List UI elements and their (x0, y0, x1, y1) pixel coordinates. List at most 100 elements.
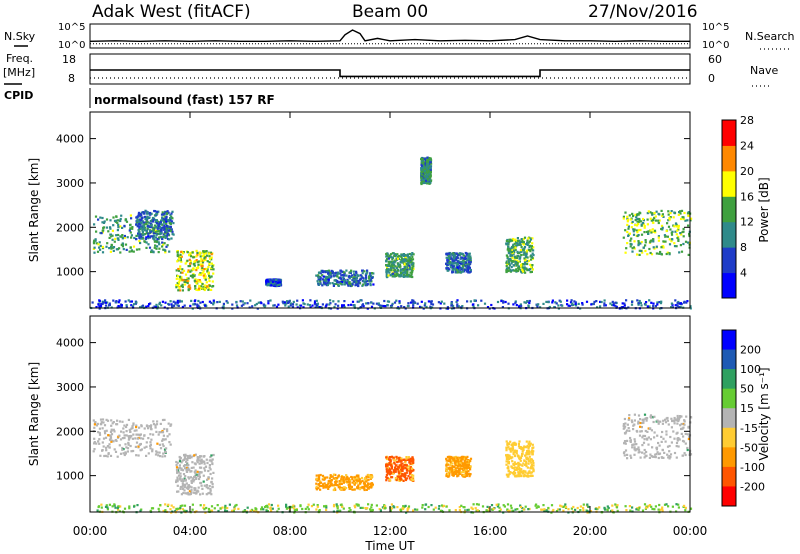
power-cell (97, 243, 100, 246)
power-cell (129, 214, 132, 217)
power-cell (322, 282, 325, 286)
power-cell (134, 302, 137, 305)
velocity-cell (110, 433, 114, 436)
power-cell (422, 307, 425, 310)
velocity-cell (347, 483, 350, 486)
velocity-cell (457, 470, 460, 473)
power-cell (682, 218, 685, 221)
power-cell (452, 262, 455, 265)
velocity-cell (401, 467, 404, 470)
power-cell (166, 237, 170, 241)
velocity-cell (395, 464, 398, 467)
power-cell (135, 237, 138, 241)
power-cell (392, 267, 395, 270)
velocity-cell (130, 450, 133, 453)
power-cell (110, 244, 113, 247)
velocity-cell (458, 471, 461, 474)
power-cell (332, 284, 335, 287)
power-cell (279, 281, 282, 284)
power-cell (146, 228, 149, 231)
power-cell (199, 255, 202, 258)
power-cell (137, 232, 140, 235)
velocity-cell (449, 470, 452, 473)
power-cell (369, 284, 372, 287)
velocity-cell (445, 469, 448, 472)
velocity-cell (221, 506, 224, 509)
velocity-cell (527, 474, 530, 478)
power-cell (116, 237, 119, 240)
velocity-cell (108, 446, 111, 449)
power-cell (365, 302, 368, 305)
power-cell (150, 212, 153, 215)
velocity-cell (667, 423, 670, 426)
power-cell (520, 246, 523, 249)
velocity-cell (117, 508, 120, 511)
power-cell (528, 244, 532, 247)
velocity-cell (518, 457, 521, 461)
power-cell (204, 278, 207, 281)
power-cell (354, 284, 357, 287)
power-cell (246, 302, 249, 305)
velocity-cell (506, 456, 510, 459)
velocity-cell (519, 474, 522, 477)
power-cell (407, 262, 410, 265)
velocity-cell (121, 420, 124, 423)
velocity-cell (408, 477, 412, 480)
power-cell (518, 305, 521, 308)
power-cell (677, 224, 680, 227)
power-cell (570, 299, 573, 302)
velocity-cell (505, 447, 508, 450)
power-cell (466, 269, 469, 272)
power-cell (128, 229, 131, 232)
power-cell (523, 246, 527, 249)
power-cell (201, 255, 204, 258)
power-cell (639, 242, 642, 245)
power-cell (142, 211, 145, 214)
velocity-cell (321, 483, 325, 486)
velocity-cell (651, 455, 654, 458)
velocity-cell (396, 475, 399, 478)
power-cell (276, 283, 279, 286)
velocity-cell (99, 454, 102, 457)
velocity-cell (507, 470, 510, 473)
power-cell (169, 217, 172, 220)
power-cell (406, 266, 410, 269)
power-cell (112, 216, 115, 219)
velocity-cell (207, 476, 210, 479)
velocity-cell (511, 460, 514, 463)
power-cell (522, 243, 525, 246)
power-cell (512, 243, 515, 246)
velocity-cell (183, 477, 186, 480)
velocity-cell (331, 484, 334, 487)
power-cell (152, 231, 155, 235)
power-cells (90, 156, 693, 310)
power-cell (662, 246, 665, 249)
velocity-cell (145, 454, 148, 457)
power-cell (112, 246, 116, 249)
velocity-cell (181, 482, 184, 485)
velocity-cell (129, 430, 132, 433)
velocity-cell (195, 492, 198, 495)
velocity-cell (176, 476, 179, 479)
power-cell (351, 279, 354, 282)
power-cell (426, 176, 429, 179)
power-cell (292, 300, 295, 303)
power-colorbar-segment (722, 196, 736, 223)
velocity-cell (365, 484, 368, 487)
nsky-tick-bottom: 10^0 (58, 40, 85, 51)
power-cell (117, 301, 120, 304)
power-cell (513, 260, 516, 263)
power-cell (525, 243, 528, 246)
power-cell (194, 285, 197, 288)
power-cell (625, 299, 628, 302)
velocity-cell (181, 479, 184, 482)
power-cell (203, 253, 206, 256)
velocity-cell (120, 430, 123, 433)
power-cell (132, 245, 136, 248)
power-cell (314, 306, 317, 309)
power-cell (366, 283, 369, 286)
power-cell (391, 256, 394, 260)
velocity-cell (525, 452, 528, 455)
power-cell (599, 305, 602, 308)
velocity-cell (405, 466, 408, 469)
